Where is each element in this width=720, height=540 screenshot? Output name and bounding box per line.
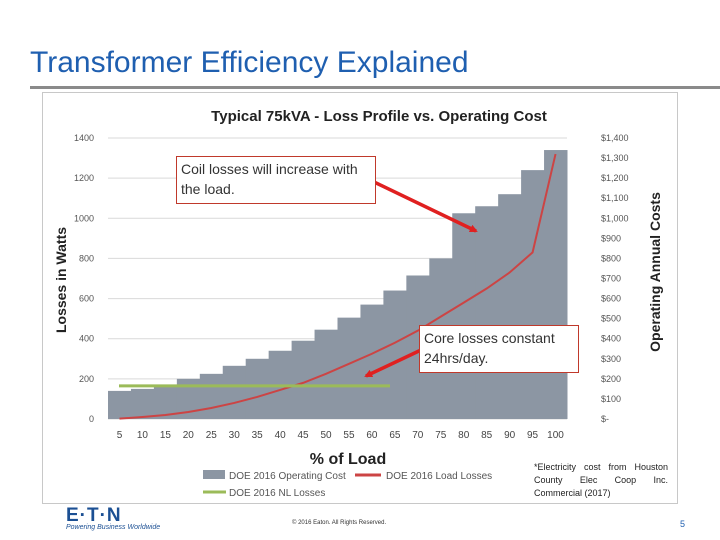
y-tick-label: 1400	[74, 133, 94, 143]
x-tick-label: 15	[160, 430, 172, 441]
y2-tick-label: $800	[601, 253, 621, 263]
y2-axis-label: Operating Annual Costs	[647, 192, 663, 352]
operating-cost-bar	[360, 304, 384, 419]
callout-arrows	[364, 179, 478, 378]
operating-cost-bar	[245, 358, 270, 419]
x-tick-label: 10	[137, 430, 149, 441]
axis-layer: 0 200 400 600 800 1000 1200 1400 $- $100 $200 $300 $…	[53, 108, 663, 468]
y-tick-label: 0	[89, 414, 94, 424]
x-tick-label: 60	[366, 430, 378, 441]
x-tick-label: 85	[481, 430, 493, 441]
x-tick-label: 65	[389, 430, 401, 441]
x-tick-label: 25	[206, 430, 218, 441]
x-axis-label: % of Load	[310, 451, 386, 468]
y2-tick-label: $1,100	[601, 193, 629, 203]
operating-cost-bar	[222, 365, 247, 419]
operating-cost-bar	[521, 170, 545, 419]
y-tick-label: 1200	[74, 173, 94, 183]
operating-cost-bar	[130, 388, 155, 419]
core-losses-arrow	[364, 348, 422, 378]
operating-cost-bar	[383, 290, 407, 419]
x-tick-label: 75	[435, 430, 447, 441]
x-tick-label: 50	[320, 430, 332, 441]
operating-cost-bar	[475, 206, 499, 419]
operating-cost-bar	[153, 386, 178, 419]
y2-tick-label: $600	[601, 294, 621, 304]
legend-swatch-operating-cost	[203, 470, 225, 479]
x-tick-label: 95	[527, 430, 539, 441]
legend-label-operating-cost: DOE 2016 Operating Cost	[229, 471, 346, 482]
x-tick-label: 30	[229, 430, 241, 441]
logo-wordmark: E·T·N	[66, 505, 122, 526]
chart-title: Typical 75kVA - Loss Profile vs. Operati…	[211, 108, 547, 125]
operating-cost-bar	[452, 213, 476, 419]
y2-tick-label: $1,300	[601, 153, 629, 163]
x-tick-label: 70	[412, 430, 424, 441]
operating-cost-bar	[406, 275, 430, 419]
y2-tick-label: $400	[601, 334, 621, 344]
x-tick-label: 40	[275, 430, 287, 441]
legend-label-load-losses: DOE 2016 Load Losses	[386, 471, 492, 482]
y2-tick-label: $900	[601, 233, 621, 243]
y2-tick-label: $300	[601, 354, 621, 364]
y-axis-label: Losses in Watts	[53, 227, 69, 333]
y2-tick-label: $700	[601, 274, 621, 284]
y2-tick-label: $-	[601, 414, 609, 424]
y2-tick-label: $100	[601, 394, 621, 404]
y-tick-label: 200	[79, 374, 94, 384]
electricity-cost-footnote: *Electricity cost from Houston County El…	[534, 462, 668, 498]
coil-losses-callout: Coil losses will increase with the load.	[176, 156, 376, 204]
coil-losses-arrow	[371, 179, 478, 233]
legend-label-nl-losses: DOE 2016 NL Losses	[229, 488, 325, 499]
operating-cost-bar	[337, 317, 361, 419]
y-tick-label: 600	[79, 294, 94, 304]
title-divider	[30, 86, 720, 89]
x-tick-label: 90	[504, 430, 516, 441]
x-tick-label: 35	[252, 430, 264, 441]
y-tick-label: 800	[79, 253, 94, 263]
logo-tagline: Powering Business Worldwide	[66, 524, 161, 531]
load-losses-line	[119, 153, 557, 420]
y-tick-label: 400	[79, 334, 94, 344]
operating-cost-bar	[199, 373, 224, 419]
x-tick-label: 55	[343, 430, 355, 441]
y2-tick-label: $500	[601, 314, 621, 324]
y2-tick-label: $200	[601, 374, 621, 384]
operating-cost-bar	[291, 340, 316, 419]
core-losses-callout: Core losses constant 24hrs/day.	[419, 325, 579, 373]
operating-cost-bar	[176, 378, 201, 419]
x-tick-label: 80	[458, 430, 470, 441]
x-tick-label: 5	[117, 430, 123, 441]
legend: DOE 2016 Operating Cost DOE 2016 Load Los…	[203, 470, 492, 499]
y2-tick-label: $1,200	[601, 173, 629, 183]
eaton-logo: E·T·N Powering Business Worldwide	[66, 505, 160, 531]
slide-title: Transformer Efficiency Explained	[30, 46, 469, 79]
page-number: 5	[680, 519, 686, 529]
y-tick-label: 1000	[74, 213, 94, 223]
x-tick-label: 20	[183, 430, 195, 441]
operating-cost-bar	[108, 390, 132, 419]
copyright: © 2016 Eaton. All Rights Reserved.	[292, 520, 387, 526]
x-tick-label: 45	[298, 430, 310, 441]
y2-tick-label: $1,400	[601, 133, 629, 143]
line-series	[119, 153, 557, 420]
y2-tick-label: $1,000	[601, 213, 629, 223]
operating-cost-bar	[498, 194, 522, 419]
x-tick-label: 100	[547, 430, 564, 441]
